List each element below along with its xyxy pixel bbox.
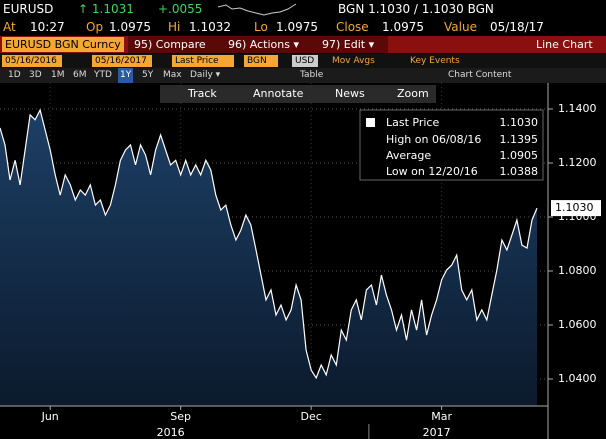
label: At: [3, 20, 16, 34]
y-tick-label: 1.1200: [558, 156, 597, 169]
label: Hi: [168, 20, 181, 34]
legend-label: High on 06/08/16: [386, 133, 481, 146]
period[interactable]: 1Y: [118, 68, 134, 83]
view: Line Chart: [536, 38, 593, 51]
period[interactable]: 6M: [73, 70, 87, 80]
ticker: EURUSD: [3, 2, 54, 16]
legend-swatch: [366, 118, 375, 127]
legend-value: 1.1030: [500, 116, 539, 129]
value: 10:27: [30, 20, 65, 34]
chart: Track Annotate News Zoom Last Price 1.103…: [0, 83, 601, 439]
x-tick-label: Dec: [301, 410, 322, 423]
checkbox[interactable]: Mov Avgs: [332, 56, 375, 66]
year-label: 2016: [157, 426, 185, 439]
button[interactable]: 97) Edit ▾: [316, 36, 388, 53]
label: Lo: [254, 20, 268, 34]
currency[interactable]: USD: [292, 55, 318, 67]
legend-box: [359, 109, 544, 181]
source[interactable]: BGN: [244, 55, 278, 67]
line: [0, 108, 538, 380]
period[interactable]: 5Y: [142, 70, 154, 80]
title-bar: EURUSD BGN Curncy 95) Compare 96) Action…: [0, 36, 606, 53]
chart-toolbar: [160, 85, 436, 103]
quote-row: EURUSD ↑ 1.1031 +.0055 BGN 1.1030 / 1.10…: [0, 0, 606, 18]
legend-label: Last Price: [386, 116, 439, 129]
field[interactable]: Last Price: [172, 55, 234, 67]
sparkline: [218, 3, 297, 16]
frequency[interactable]: Daily ▾: [190, 70, 221, 80]
label: Value: [444, 20, 477, 34]
value: 1.0975: [109, 20, 151, 34]
params-row: 05/16/2016 05/16/2017 Last Price BGN USD…: [0, 54, 606, 68]
legend-label: Low on 12/20/16: [386, 165, 478, 178]
chart-content[interactable]: Chart Content: [448, 70, 512, 80]
x-tick-label: Mar: [431, 410, 452, 423]
period-row: 1D 3D 1M 6M YTD 1Y 5Y Max Daily ▾ Table …: [0, 68, 606, 83]
period[interactable]: 1D: [8, 70, 21, 80]
tool[interactable]: Annotate: [253, 87, 304, 100]
y-tick-label: 1.0600: [558, 318, 597, 331]
period[interactable]: YTD: [94, 70, 112, 80]
button[interactable]: 95) Compare: [128, 36, 226, 53]
last-price-box: [551, 200, 601, 217]
stats-row: At 10:27 Op 1.0975 Hi 1.1032 Lo 1.0975 Close…: [0, 18, 606, 36]
period[interactable]: 3D: [29, 70, 42, 80]
checkbox[interactable]: Key Events: [410, 56, 460, 66]
x-tick-label: Sep: [170, 410, 191, 423]
last: ↑ 1.1031: [78, 2, 134, 16]
y-tick-label: 1.0400: [558, 372, 597, 385]
legend-value: 1.1395: [500, 133, 539, 146]
y-tick-label: 1.1400: [558, 102, 597, 115]
tool[interactable]: Zoom: [397, 87, 429, 100]
period[interactable]: 1M: [51, 70, 65, 80]
last-price-label: 1.1030: [555, 201, 594, 214]
value: 1.0975: [276, 20, 318, 34]
period[interactable]: Max: [163, 70, 182, 80]
value: 05/18/17: [490, 20, 544, 34]
area: [0, 110, 537, 406]
tool[interactable]: Track: [187, 87, 217, 100]
x-tick-label: Jun: [41, 410, 59, 423]
value: 1.0975: [382, 20, 424, 34]
bid-ask: BGN 1.1030 / 1.1030 BGN: [338, 2, 494, 16]
tool[interactable]: News: [335, 87, 365, 100]
year-label: 2017: [423, 426, 451, 439]
value: 1.1032: [189, 20, 231, 34]
y-tick-label: 1.0800: [558, 264, 597, 277]
legend-value: 1.0905: [500, 149, 539, 162]
legend-value: 1.0388: [500, 165, 539, 178]
change: +.0055: [158, 2, 203, 16]
end-date[interactable]: 05/16/2017: [92, 55, 152, 67]
table[interactable]: Table: [300, 70, 324, 80]
start-date[interactable]: 05/16/2016: [2, 55, 62, 67]
label: Op: [86, 20, 104, 34]
label: Close: [336, 20, 369, 34]
legend-label: Average: [386, 149, 431, 162]
security[interactable]: EURUSD BGN Curncy: [2, 37, 124, 52]
button[interactable]: 96) Actions ▾: [222, 36, 320, 53]
